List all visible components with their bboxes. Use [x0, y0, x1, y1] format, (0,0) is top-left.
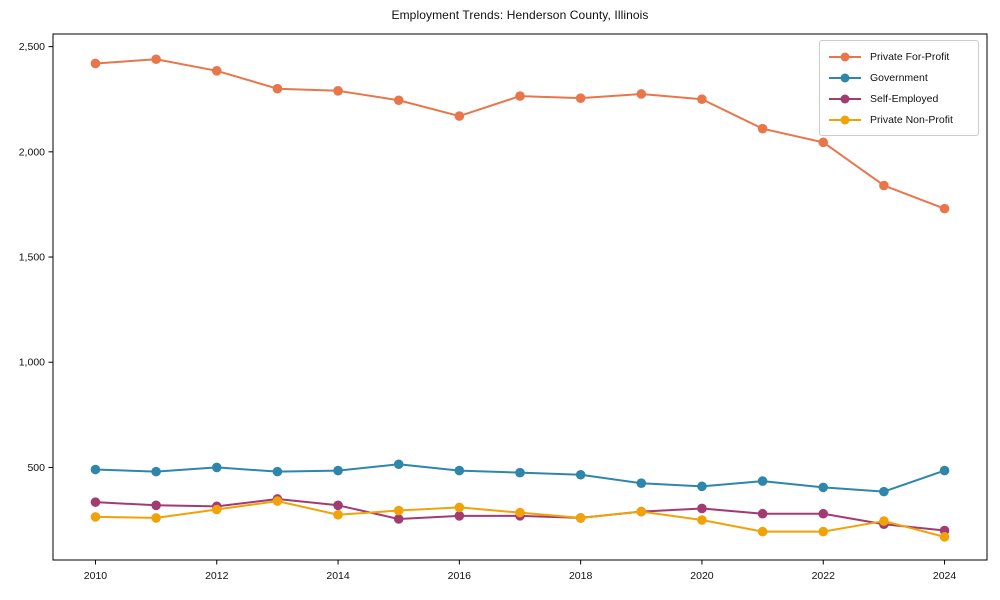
data-point-private-non-profit — [697, 515, 707, 525]
chart-title: Employment Trends: Henderson County, Ill… — [391, 8, 649, 22]
data-point-private-for-profit — [515, 91, 525, 101]
legend-label: Private For-Profit — [870, 50, 950, 63]
data-point-private-non-profit — [393, 505, 404, 516]
data-point-government — [211, 462, 222, 473]
data-point-government — [575, 469, 586, 480]
y-tick-label: 1,000 — [19, 357, 45, 369]
y-tick-label: 2,000 — [19, 146, 45, 158]
legend-marker-icon — [829, 73, 861, 82]
y-tick-label: 500 — [27, 462, 45, 474]
data-point-private-for-profit — [757, 123, 768, 134]
data-point-government — [151, 466, 161, 477]
legend: Private For-Profit Government Self-Employe… — [819, 40, 979, 136]
legend-entry: Self-Employed — [828, 88, 968, 109]
data-point-private-for-profit — [575, 93, 586, 103]
legend-marker-icon — [829, 52, 861, 61]
data-point-government — [879, 486, 889, 497]
x-tick-label: 2018 — [569, 570, 593, 582]
data-point-government — [939, 465, 950, 476]
data-point-private-non-profit — [575, 513, 586, 523]
data-point-private-non-profit — [272, 496, 283, 506]
data-point-private-non-profit — [454, 502, 465, 513]
data-point-government — [515, 467, 525, 478]
data-point-government — [757, 476, 768, 486]
data-point-private-non-profit — [151, 513, 161, 523]
x-tick-label: 2016 — [448, 570, 472, 582]
data-point-private-for-profit — [90, 58, 101, 69]
data-point-private-for-profit — [393, 95, 404, 106]
data-point-private-for-profit — [151, 54, 161, 65]
x-tick-label: 2012 — [205, 570, 229, 582]
data-point-government — [818, 482, 829, 493]
data-point-private-non-profit — [879, 516, 889, 526]
data-point-government — [454, 465, 465, 476]
data-point-self-employed — [151, 500, 161, 511]
legend-entry: Private For-Profit — [828, 46, 968, 67]
data-point-self-employed — [393, 514, 404, 524]
data-point-self-employed — [757, 508, 768, 519]
x-tick-label: 2022 — [812, 570, 836, 582]
data-point-self-employed — [818, 508, 829, 519]
series-line-private-for-profit — [95, 58, 945, 210]
data-point-private-non-profit — [90, 512, 101, 522]
x-tick-label: 2024 — [933, 570, 957, 582]
x-tick-label: 2010 — [84, 570, 108, 582]
y-tick-label: 1,500 — [19, 252, 45, 264]
data-point-private-for-profit — [211, 66, 222, 76]
legend-marker-icon — [829, 94, 861, 103]
legend-entry: Government — [828, 67, 968, 88]
data-point-private-for-profit — [879, 180, 889, 191]
data-point-government — [697, 481, 707, 492]
data-point-private-for-profit — [333, 86, 343, 96]
data-point-private-non-profit — [333, 509, 343, 520]
x-tick-label: 2020 — [690, 570, 714, 582]
y-tick-label: 2,500 — [19, 41, 45, 53]
data-point-private-for-profit — [454, 111, 465, 121]
data-point-self-employed — [333, 500, 343, 511]
data-point-self-employed — [454, 511, 465, 521]
data-point-private-for-profit — [939, 203, 950, 214]
data-point-private-for-profit — [636, 89, 647, 99]
plot-area — [52, 33, 988, 561]
legend-entry: Private Non-Profit — [828, 109, 968, 130]
data-point-private-non-profit — [939, 532, 950, 542]
data-point-private-non-profit — [757, 526, 768, 537]
data-point-private-for-profit — [272, 83, 283, 94]
data-point-private-for-profit — [697, 94, 707, 105]
legend-label: Government — [870, 71, 928, 84]
data-point-government — [90, 464, 101, 475]
legend-label: Self-Employed — [870, 92, 939, 105]
data-point-self-employed — [697, 503, 707, 514]
x-tick-label: 2014 — [326, 570, 350, 582]
data-point-private-non-profit — [636, 506, 647, 517]
data-point-private-for-profit — [818, 137, 829, 148]
data-point-government — [272, 466, 283, 477]
data-point-government — [393, 459, 404, 470]
data-point-private-non-profit — [818, 526, 829, 537]
data-point-government — [636, 478, 647, 489]
legend-label: Private Non-Profit — [870, 113, 953, 126]
data-point-self-employed — [90, 497, 101, 507]
data-point-private-non-profit — [211, 504, 222, 515]
data-point-government — [333, 465, 343, 476]
data-point-private-non-profit — [515, 507, 525, 518]
legend-marker-icon — [829, 115, 861, 124]
